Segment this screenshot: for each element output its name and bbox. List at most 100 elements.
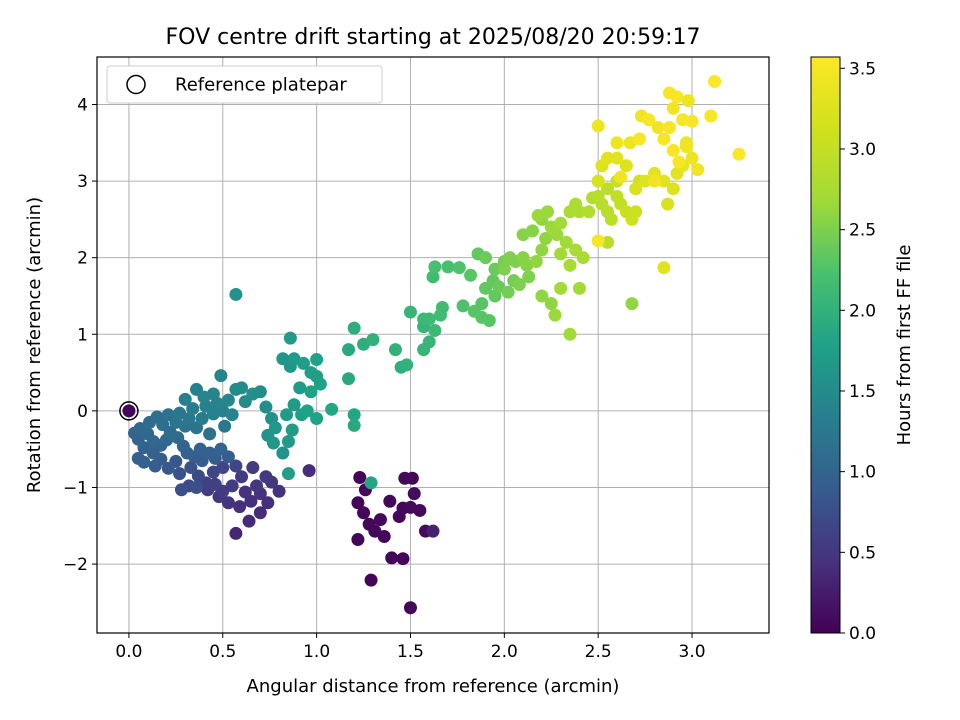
data-point [601,182,615,196]
colorbar: 0.0 0.5 1.0 1.5 2.0 2.5 3.0 3.5 Hours from firs… [810,56,915,644]
data-point [131,451,145,465]
data-point [161,461,175,475]
data-point [685,114,699,128]
data-point [482,313,496,327]
data-point [250,479,264,493]
data-point [663,86,677,100]
data-point [342,372,356,386]
data-point [347,408,361,422]
data-point [281,435,295,449]
data-point [253,506,267,520]
data-point [522,270,536,284]
data-point [464,268,478,282]
data-point [214,369,228,383]
data-point [512,277,526,291]
data-point [452,261,466,275]
data-point [293,381,307,395]
x-tick-label: 0.0 [115,642,142,662]
data-point [582,205,596,219]
data-point [647,174,661,188]
legend-box [106,65,383,104]
legend: Reference platepar [106,65,383,104]
x-tick-label: 2.5 [585,642,612,662]
data-point [233,500,247,514]
colorbar-tick-label: 2.5 [849,221,876,241]
data-point [614,170,628,184]
y-tick-label: 2 [77,249,88,269]
data-point [364,573,378,587]
x-tick-label: 0.5 [209,642,236,662]
data-point [203,446,217,460]
data-point [156,418,170,432]
data-point [221,393,235,407]
data-point [591,119,605,133]
data-point [563,258,577,272]
data-point [632,132,646,146]
plot-area: 0.0 0.5 1.0 1.5 2.0 2.5 3.0 −2 −1 0 1 2 3 4 [63,56,770,662]
data-point [385,551,399,565]
data-point [539,232,553,246]
data-point [383,494,397,508]
data-point [281,467,295,481]
data-point [666,101,680,115]
data-point [195,412,209,426]
data-point [681,94,695,108]
data-point [572,281,586,295]
data-point [405,471,419,485]
data-point [428,260,442,274]
legend-reference-marker [126,74,146,95]
data-point [246,387,260,401]
y-axis-label: Rotation from reference (arcmin) [24,197,45,493]
data-point [544,297,558,311]
x-tick-label: 2.0 [491,642,518,662]
x-tick-label: 3.0 [679,642,706,662]
data-point [685,151,699,165]
data-point [501,285,515,299]
data-point [148,459,162,473]
data-point [171,431,185,445]
data-point [396,552,410,566]
data-point [417,312,431,326]
data-point [479,251,493,265]
x-axis-label: Angular distance from reference (arcmin) [247,676,620,697]
colorbar-label: Hours from first FF file [894,245,915,446]
data-point [280,408,294,422]
colorbar-tick-label: 3.5 [849,59,876,79]
legend-label: Reference platepar [175,75,347,96]
data-point [351,533,365,547]
data-point [182,412,196,426]
data-point [206,387,220,401]
data-point [259,470,273,484]
data-point [554,247,568,261]
data-point [173,467,187,481]
data-point [422,335,436,349]
chart-title: FOV centre drift starting at 2025/08/20 … [166,25,701,50]
colorbar-tick-label: 3.0 [849,140,876,160]
data-point [325,402,339,416]
data-point [313,377,327,391]
data-point [403,601,417,615]
data-point [174,483,188,497]
y-tick-label: 3 [77,172,88,192]
data-point [629,205,643,219]
colorbar-tick-label: 0.0 [849,624,876,644]
data-point [225,408,239,422]
data-point [347,418,361,432]
data-point [651,120,665,134]
data-point [229,287,243,301]
data-point [261,496,275,510]
data-point [441,260,455,274]
data-point [377,529,391,543]
data-point [146,435,160,449]
data-point [456,299,470,313]
y-tick-label: 4 [77,95,88,115]
data-point [475,297,489,311]
data-point [388,343,402,357]
data-point [591,234,605,248]
data-point [679,140,693,154]
data-point [541,205,555,219]
data-point [619,159,633,173]
data-point [276,352,290,366]
data-point [503,251,517,265]
